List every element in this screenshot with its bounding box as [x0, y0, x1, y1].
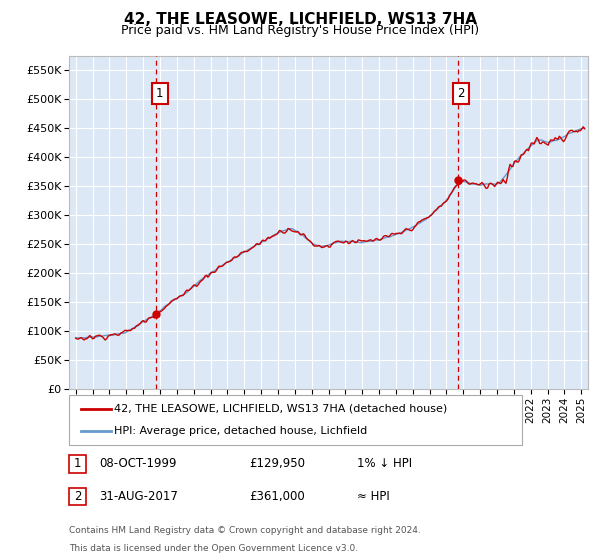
Text: 31-AUG-2017: 31-AUG-2017	[99, 490, 178, 503]
Text: ≈ HPI: ≈ HPI	[357, 490, 390, 503]
Text: 08-OCT-1999: 08-OCT-1999	[99, 458, 176, 470]
Text: £129,950: £129,950	[249, 458, 305, 470]
Text: 42, THE LEASOWE, LICHFIELD, WS13 7HA: 42, THE LEASOWE, LICHFIELD, WS13 7HA	[124, 12, 476, 27]
Text: 42, THE LEASOWE, LICHFIELD, WS13 7HA (detached house): 42, THE LEASOWE, LICHFIELD, WS13 7HA (de…	[114, 404, 447, 414]
Text: 1: 1	[74, 458, 81, 470]
Text: Contains HM Land Registry data © Crown copyright and database right 2024.: Contains HM Land Registry data © Crown c…	[69, 526, 421, 535]
Text: 2: 2	[457, 87, 465, 100]
Text: Price paid vs. HM Land Registry's House Price Index (HPI): Price paid vs. HM Land Registry's House …	[121, 24, 479, 36]
Text: 2: 2	[74, 490, 81, 503]
Text: HPI: Average price, detached house, Lichfield: HPI: Average price, detached house, Lich…	[114, 426, 367, 436]
Text: 1% ↓ HPI: 1% ↓ HPI	[357, 458, 412, 470]
Text: £361,000: £361,000	[249, 490, 305, 503]
Text: 1: 1	[156, 87, 163, 100]
Text: This data is licensed under the Open Government Licence v3.0.: This data is licensed under the Open Gov…	[69, 544, 358, 553]
